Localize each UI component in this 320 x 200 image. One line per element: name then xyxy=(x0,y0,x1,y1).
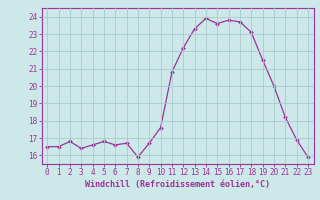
X-axis label: Windchill (Refroidissement éolien,°C): Windchill (Refroidissement éolien,°C) xyxy=(85,180,270,189)
